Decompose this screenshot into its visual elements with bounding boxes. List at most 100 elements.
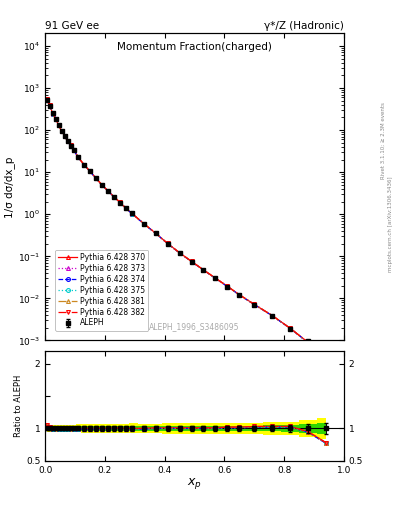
Pythia 6.428 375 — [94, 175, 98, 181]
Pythia 6.428 375 — [129, 210, 134, 217]
Pythia 6.428 375 — [76, 154, 81, 160]
Pythia 6.428 374 — [129, 210, 134, 217]
Pythia 6.428 374 — [53, 116, 58, 122]
Pythia 6.428 375 — [288, 325, 292, 331]
Pythia 6.428 370 — [153, 230, 158, 237]
Legend: Pythia 6.428 370, Pythia 6.428 373, Pythia 6.428 374, Pythia 6.428 375, Pythia 6: Pythia 6.428 370, Pythia 6.428 373, Pyth… — [55, 250, 149, 331]
Pythia 6.428 374 — [306, 339, 310, 346]
Pythia 6.428 375 — [118, 200, 122, 206]
Pythia 6.428 370 — [106, 188, 110, 194]
Pythia 6.428 373 — [76, 154, 81, 160]
Pythia 6.428 370 — [141, 221, 146, 227]
Pythia 6.428 381 — [201, 267, 206, 273]
Pythia 6.428 375 — [270, 313, 275, 319]
Pythia 6.428 370 — [165, 241, 170, 247]
Pythia 6.428 382 — [88, 168, 92, 175]
Pythia 6.428 374 — [141, 221, 146, 227]
Pythia 6.428 382 — [56, 122, 61, 129]
Text: γ*/Z (Hadronic): γ*/Z (Hadronic) — [264, 20, 344, 31]
Pythia 6.428 370 — [44, 96, 49, 102]
Pythia 6.428 381 — [56, 122, 61, 129]
Pythia 6.428 375 — [65, 138, 70, 144]
Pythia 6.428 382 — [201, 267, 206, 273]
Pythia 6.428 370 — [88, 168, 92, 175]
Pythia 6.428 373 — [153, 230, 158, 237]
Pythia 6.428 381 — [141, 221, 146, 227]
Text: Momentum Fraction(charged): Momentum Fraction(charged) — [117, 42, 272, 53]
Pythia 6.428 382 — [225, 283, 230, 289]
Pythia 6.428 382 — [237, 292, 242, 298]
Pythia 6.428 374 — [213, 275, 218, 282]
Pythia 6.428 373 — [237, 292, 242, 298]
Pythia 6.428 370 — [68, 142, 73, 148]
Pythia 6.428 374 — [189, 259, 194, 265]
Pythia 6.428 374 — [82, 162, 86, 168]
Pythia 6.428 375 — [213, 275, 218, 282]
Pythia 6.428 375 — [112, 194, 116, 200]
Pythia 6.428 375 — [189, 259, 194, 265]
Y-axis label: 1/σ dσ/dx_p: 1/σ dσ/dx_p — [4, 156, 15, 218]
Pythia 6.428 374 — [106, 188, 110, 194]
Pythia 6.428 382 — [76, 154, 81, 160]
Pythia 6.428 374 — [252, 302, 257, 308]
Pythia 6.428 374 — [56, 122, 61, 129]
Pythia 6.428 382 — [44, 96, 49, 102]
Pythia 6.428 381 — [99, 182, 104, 188]
Pythia 6.428 373 — [71, 147, 76, 153]
Pythia 6.428 381 — [252, 301, 257, 307]
Pythia 6.428 375 — [153, 230, 158, 237]
Pythia 6.428 375 — [141, 221, 146, 227]
Pythia 6.428 382 — [94, 175, 98, 181]
Pythia 6.428 381 — [112, 194, 116, 200]
Pythia 6.428 374 — [59, 128, 64, 134]
Pythia 6.428 375 — [237, 292, 242, 298]
Pythia 6.428 370 — [252, 301, 257, 307]
Pythia 6.428 381 — [189, 259, 194, 265]
Pythia 6.428 375 — [165, 241, 170, 247]
Pythia 6.428 381 — [68, 142, 73, 148]
Pythia 6.428 370 — [76, 154, 81, 160]
Pythia 6.428 381 — [82, 162, 86, 168]
Pythia 6.428 374 — [88, 168, 92, 175]
Pythia 6.428 375 — [306, 339, 310, 346]
Pythia 6.428 382 — [252, 301, 257, 307]
Pythia 6.428 370 — [53, 116, 58, 122]
Pythia 6.428 370 — [201, 267, 206, 273]
Pythia 6.428 375 — [177, 250, 182, 256]
Pythia 6.428 373 — [141, 221, 146, 227]
Pythia 6.428 373 — [288, 325, 292, 331]
Pythia 6.428 382 — [118, 199, 122, 205]
Pythia 6.428 374 — [50, 111, 55, 117]
Pythia 6.428 382 — [123, 205, 128, 211]
Pythia 6.428 370 — [129, 210, 134, 217]
Pythia 6.428 374 — [201, 267, 206, 273]
Pythia 6.428 381 — [88, 168, 92, 175]
Pythia 6.428 381 — [153, 230, 158, 237]
Pythia 6.428 373 — [323, 360, 328, 366]
Pythia 6.428 373 — [68, 142, 73, 148]
Pythia 6.428 373 — [112, 194, 116, 200]
Pythia 6.428 373 — [165, 241, 170, 247]
Pythia 6.428 382 — [99, 182, 104, 188]
Pythia 6.428 373 — [177, 250, 182, 256]
Pythia 6.428 374 — [118, 200, 122, 206]
Pythia 6.428 370 — [270, 312, 275, 318]
Pythia 6.428 370 — [47, 102, 52, 109]
Pythia 6.428 370 — [288, 325, 292, 331]
Pythia 6.428 370 — [65, 138, 70, 144]
Pythia 6.428 382 — [53, 116, 58, 122]
Pythia 6.428 370 — [213, 275, 218, 281]
Pythia 6.428 373 — [270, 313, 275, 319]
Pythia 6.428 381 — [71, 147, 76, 153]
Pythia 6.428 381 — [323, 359, 328, 366]
Pythia 6.428 374 — [270, 313, 275, 319]
Pythia 6.428 382 — [270, 312, 275, 318]
Pythia 6.428 382 — [306, 339, 310, 346]
Line: Pythia 6.428 374: Pythia 6.428 374 — [45, 97, 328, 365]
Pythia 6.428 381 — [123, 205, 128, 211]
Pythia 6.428 375 — [252, 302, 257, 308]
Pythia 6.428 370 — [71, 147, 76, 153]
Pythia 6.428 375 — [225, 284, 230, 290]
Pythia 6.428 373 — [201, 267, 206, 273]
Pythia 6.428 370 — [123, 205, 128, 211]
